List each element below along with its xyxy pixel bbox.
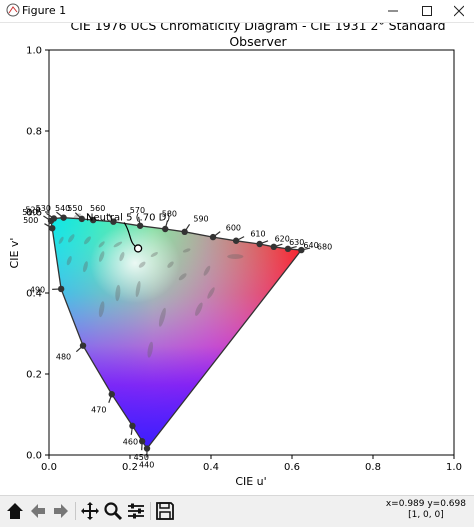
gamut-color-fill bbox=[40, 203, 310, 463]
x-tick-label: 0.6 bbox=[284, 462, 300, 473]
locus-wavelength-label: 480 bbox=[56, 352, 71, 361]
x-tick-label: 1.0 bbox=[446, 462, 462, 473]
plot-title-line2: Observer bbox=[229, 34, 287, 49]
neutral-point-marker bbox=[135, 245, 142, 252]
chromaticity-plot[interactable]: CIE 1976 UCS Chromaticity Diagram - CIE … bbox=[0, 23, 474, 495]
toolbar-separator bbox=[75, 502, 76, 520]
x-axis-label: CIE u' bbox=[235, 475, 266, 488]
x-tick-label: 0.2 bbox=[122, 462, 138, 473]
maximize-button[interactable] bbox=[412, 0, 442, 22]
cursor-coordinates: x=0.989 y=0.698 [1, 0, 0] bbox=[386, 499, 466, 521]
save-button[interactable] bbox=[154, 500, 176, 522]
x-tick-label: 0.8 bbox=[365, 462, 381, 473]
locus-wavelength-label: 450 bbox=[134, 453, 149, 462]
home-icon bbox=[4, 500, 26, 522]
locus-wavelength-label: 620 bbox=[275, 234, 290, 243]
locus-wavelength-label: 630 bbox=[289, 238, 304, 247]
configure-button[interactable] bbox=[125, 500, 147, 522]
y-tick-label: 0.8 bbox=[26, 127, 42, 138]
app-icon bbox=[6, 3, 20, 17]
locus-wavelength-label: 550 bbox=[67, 204, 82, 213]
y-tick-label: 0.2 bbox=[26, 370, 42, 381]
navigation-toolbar: x=0.989 y=0.698 [1, 0, 0] bbox=[0, 495, 474, 527]
locus-wavelength-label: 470 bbox=[91, 405, 106, 414]
configure-icon bbox=[125, 500, 147, 522]
close-icon bbox=[454, 0, 464, 22]
y-axis-label: CIE v' bbox=[8, 238, 21, 269]
y-tick-label: 0.6 bbox=[26, 208, 42, 219]
zoom-icon bbox=[102, 500, 124, 522]
back-button[interactable] bbox=[27, 500, 49, 522]
locus-marker-dot bbox=[271, 244, 277, 250]
coords-line1: x=0.989 y=0.698 bbox=[386, 499, 466, 510]
back-icon bbox=[27, 500, 49, 522]
zoom-button[interactable] bbox=[102, 500, 124, 522]
locus-wavelength-label: 460 bbox=[123, 438, 138, 447]
close-button[interactable] bbox=[444, 0, 474, 22]
plot-title-line1: CIE 1976 UCS Chromaticity Diagram - CIE … bbox=[70, 23, 445, 33]
maximize-icon bbox=[422, 0, 432, 22]
pan-icon bbox=[79, 500, 101, 522]
x-tick-label: 0.0 bbox=[41, 462, 57, 473]
window-title: Figure 1 bbox=[22, 4, 66, 17]
locus-wavelength-label: 590 bbox=[193, 214, 208, 223]
y-tick-label: 0.0 bbox=[26, 451, 42, 462]
locus-marker-dot bbox=[256, 241, 262, 247]
forward-icon bbox=[50, 500, 72, 522]
locus-wavelength-label: 680 bbox=[317, 242, 332, 251]
save-icon bbox=[154, 500, 176, 522]
y-tick-label: 0.4 bbox=[26, 289, 42, 300]
forward-button[interactable] bbox=[50, 500, 72, 522]
window-titlebar: Figure 1 bbox=[0, 0, 474, 23]
figure-canvas[interactable]: CIE 1976 UCS Chromaticity Diagram - CIE … bbox=[0, 23, 474, 495]
locus-wavelength-label: 600 bbox=[226, 223, 241, 232]
coords-line2: [1, 0, 0] bbox=[386, 510, 466, 521]
x-tick-label: 0.4 bbox=[203, 462, 219, 473]
minimize-icon bbox=[388, 0, 398, 22]
home-button[interactable] bbox=[4, 500, 26, 522]
minimize-button[interactable] bbox=[378, 0, 408, 22]
locus-marker-dot bbox=[109, 391, 115, 397]
locus-wavelength-label: 610 bbox=[250, 229, 265, 238]
macadam-ellipse bbox=[227, 254, 243, 259]
toolbar-separator bbox=[150, 502, 151, 520]
neutral-point-label: Neutral 5 (.70 D) bbox=[86, 212, 170, 223]
pan-button[interactable] bbox=[79, 500, 101, 522]
y-tick-label: 1.0 bbox=[26, 46, 42, 57]
